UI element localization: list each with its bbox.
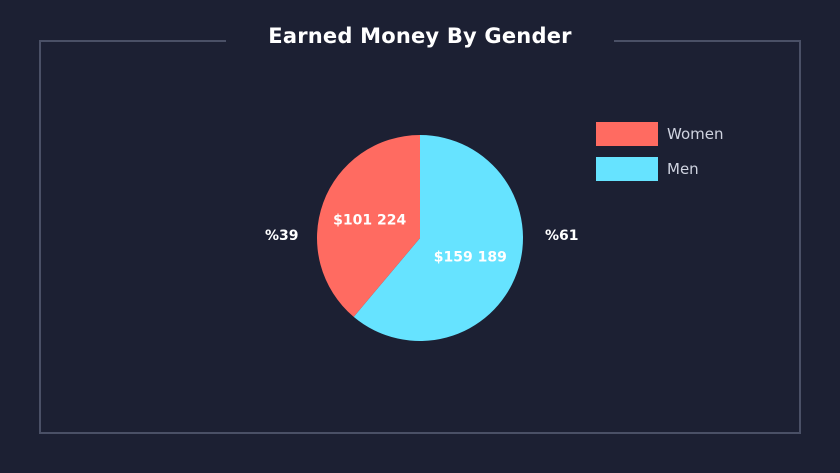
legend-swatch-women: [596, 122, 658, 146]
legend-swatch-men: [596, 157, 658, 181]
legend-label-women: Women: [667, 125, 724, 143]
chart-title: Earned Money By Gender: [268, 24, 572, 48]
legend-item-women: Women: [596, 122, 723, 146]
percent-label-women: %39: [265, 228, 299, 244]
pie-slice-men: [353, 135, 523, 341]
slice-value-label-women: $101 224: [333, 213, 406, 229]
legend-item-men: Men: [596, 157, 723, 181]
pie-slice-women: [316, 135, 420, 317]
legend: Women Men: [596, 122, 723, 192]
percent-label-men: %61: [545, 228, 579, 244]
legend-label-men: Men: [667, 160, 699, 178]
slice-value-label-men: $159 189: [434, 249, 507, 265]
